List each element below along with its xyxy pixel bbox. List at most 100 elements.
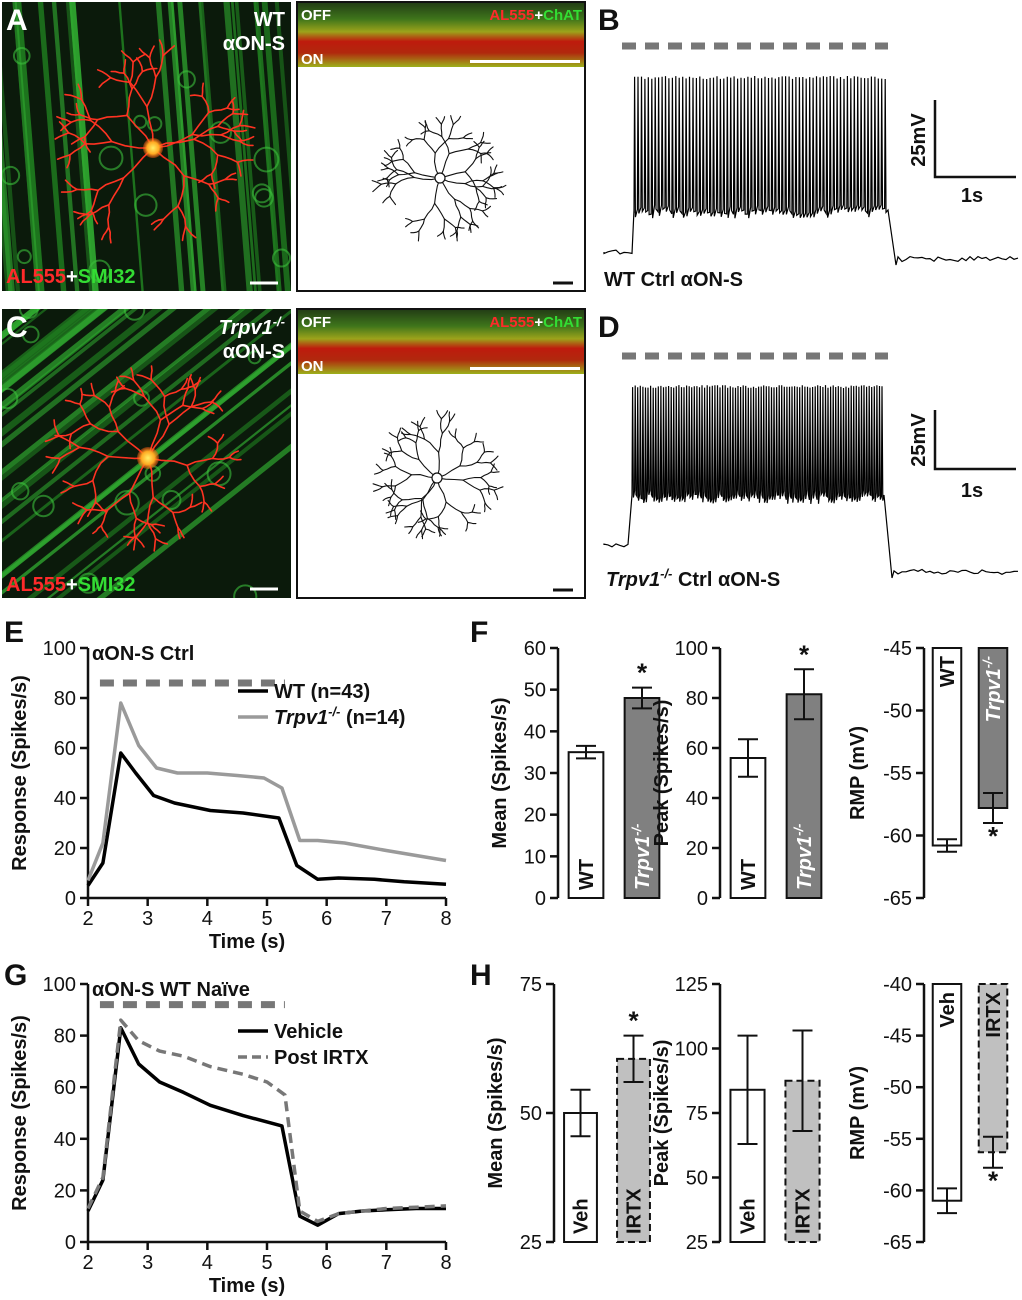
dendrite: [77, 210, 92, 220]
bar: [623, 697, 661, 899]
fiber: [2, 309, 246, 503]
dendrite: [391, 158, 404, 162]
dendrite: [482, 442, 485, 453]
dendrite: [474, 200, 480, 211]
dendrite: [92, 479, 97, 503]
dendrite: [148, 57, 157, 79]
dendrite: [405, 437, 417, 444]
dendrite: [84, 140, 113, 145]
dendrite: [393, 504, 408, 508]
dendrite: [382, 195, 391, 204]
scale-t-b: 1s: [961, 185, 983, 207]
dendrite: [479, 488, 495, 491]
dendrite: [163, 388, 183, 398]
dendrite: [471, 511, 481, 514]
fiber: [55, 411, 291, 598]
dendrite: [390, 505, 395, 516]
dendrite: [448, 148, 469, 155]
category-label: IRTX: [983, 991, 1005, 1037]
dendrite: [424, 121, 430, 132]
scale-v-d: 25mV: [908, 413, 930, 467]
dendrite: [54, 132, 70, 140]
genotype-label-a: WT: [254, 9, 285, 31]
dendrite: [68, 433, 73, 450]
dendrite: [177, 175, 185, 207]
dendrite: [153, 538, 157, 552]
dendrite: [189, 501, 203, 508]
x-axis-label: Time (s): [209, 931, 285, 953]
dendrite: [443, 218, 456, 229]
dendrite: [79, 214, 91, 226]
significance-star: *: [988, 1166, 999, 1196]
dendrite: [123, 72, 133, 90]
dendrite: [126, 88, 133, 117]
dendrite: [67, 132, 86, 145]
dendrite: [70, 118, 92, 124]
trace-label-d: Trpv1-/- Ctrl αON-S: [606, 566, 780, 591]
dendrite: [136, 374, 152, 381]
dendrite: [129, 61, 134, 84]
strip-c: [298, 310, 584, 374]
dendrite: [464, 183, 484, 188]
dendrite: [146, 496, 154, 523]
voltage-trace-d: [603, 385, 1019, 579]
dendrite: [69, 143, 86, 156]
dendrite: [495, 184, 507, 190]
y-tick-label: 25: [686, 1232, 708, 1254]
dendrite: [436, 409, 442, 420]
dendrite: [207, 435, 219, 444]
dendrite: [410, 230, 420, 234]
dendrite: [386, 169, 398, 179]
y-tick-label: 75: [520, 974, 542, 996]
dendrite: [462, 132, 473, 139]
dendrite: [116, 376, 126, 390]
dendrite: [238, 109, 245, 127]
dendrite: [418, 122, 426, 129]
y-tick-label: 80: [686, 688, 708, 710]
dendrite: [480, 471, 492, 479]
dendrite: [459, 461, 478, 467]
cell-body: [133, 114, 148, 129]
y-axis-label: Response (Spikes/s): [9, 675, 31, 871]
dendrite: [439, 528, 441, 537]
scale-t-d: 1s: [961, 480, 983, 502]
fiber: [2, 66, 21, 291]
x-axis-label: Time (s): [209, 1275, 285, 1297]
dendrite: [464, 158, 477, 173]
dendrite: [153, 218, 165, 231]
chart-h2: 25 50 75 100 125 Peak (Spikes/s) Veh IRTX: [651, 974, 821, 1254]
dendrite: [405, 217, 414, 223]
dendrite: [469, 207, 474, 222]
dendrite: [158, 39, 164, 57]
dendrite: [420, 516, 427, 530]
dendrite-tracing-a: [371, 115, 507, 242]
dendrite: [108, 177, 125, 206]
dendrite: [90, 210, 99, 225]
dendrite: [454, 198, 462, 218]
y-tick-label: 80: [54, 1026, 76, 1048]
legend-label: WT (n=43): [274, 681, 370, 703]
strip-stain-a: AL555+ChAT: [489, 7, 582, 24]
dendrite: [182, 386, 190, 407]
dendrite: [464, 179, 484, 185]
x-tick-label: 7: [381, 908, 392, 930]
fiber: [2, 309, 177, 448]
dendrite: [64, 179, 78, 191]
x-tick-label: 7: [381, 1252, 392, 1274]
dendrite: [100, 509, 109, 527]
dendrite: [60, 485, 75, 494]
dendrite: [154, 538, 169, 545]
dendrite: [72, 502, 88, 511]
cell-body: [271, 248, 291, 268]
fiber: [96, 443, 291, 598]
category-label: IRTX: [624, 1188, 646, 1234]
chart-f3: -65 -60 -55 -50 -45 RMP (mV) WT * Trpv1-/-: [847, 638, 1009, 910]
dendrite: [383, 157, 393, 162]
dendrite: [473, 440, 485, 443]
y-tick-label: 50: [686, 1168, 708, 1190]
panel-letter-c: C: [6, 311, 28, 344]
dendrite: [70, 136, 86, 145]
dendrite: [150, 378, 166, 398]
dendrite: [475, 146, 480, 160]
strip-on-a: ON: [301, 51, 324, 68]
